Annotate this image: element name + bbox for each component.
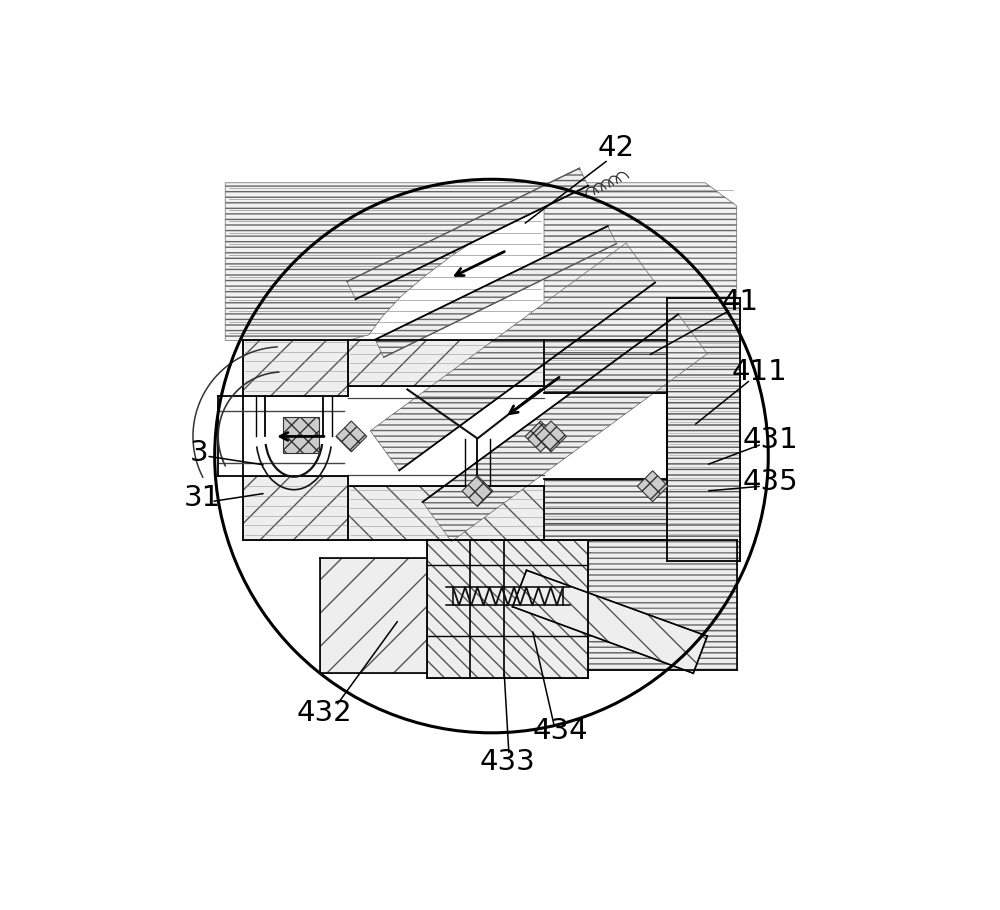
Polygon shape [525, 421, 556, 452]
Text: 431: 431 [742, 426, 798, 454]
Polygon shape [320, 558, 427, 673]
Polygon shape [348, 486, 544, 541]
Polygon shape [243, 340, 348, 397]
Text: 41: 41 [722, 288, 759, 316]
Polygon shape [243, 476, 348, 541]
Polygon shape [512, 571, 707, 673]
Text: 432: 432 [297, 699, 353, 727]
Text: 411: 411 [731, 358, 787, 386]
Polygon shape [427, 541, 588, 678]
Text: 42: 42 [598, 134, 635, 162]
Polygon shape [347, 168, 588, 299]
Polygon shape [225, 183, 544, 340]
Polygon shape [375, 226, 616, 358]
Text: 31: 31 [184, 484, 221, 512]
Polygon shape [544, 183, 737, 346]
Text: 434: 434 [532, 717, 588, 745]
Polygon shape [536, 421, 566, 452]
Polygon shape [423, 314, 707, 541]
Polygon shape [462, 476, 493, 507]
Polygon shape [336, 421, 367, 452]
Polygon shape [588, 541, 737, 670]
Polygon shape [544, 480, 667, 541]
Polygon shape [637, 470, 668, 501]
Text: 435: 435 [743, 468, 798, 496]
Polygon shape [348, 340, 544, 386]
Text: 433: 433 [480, 748, 535, 776]
Text: 3: 3 [189, 439, 208, 467]
Polygon shape [667, 298, 740, 561]
Polygon shape [370, 243, 655, 470]
Polygon shape [283, 417, 319, 453]
Polygon shape [544, 340, 667, 393]
